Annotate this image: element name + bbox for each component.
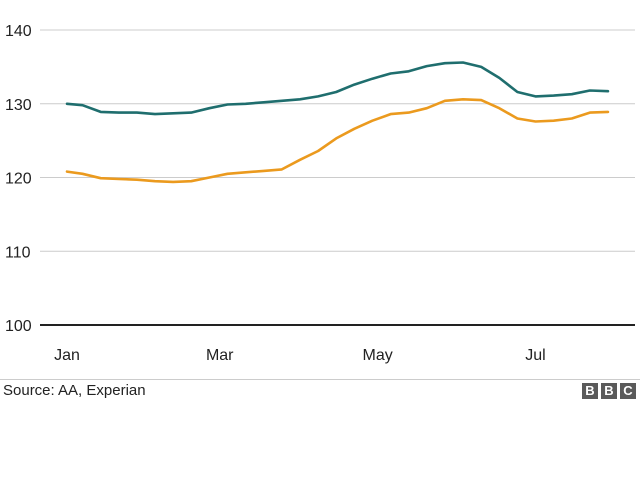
y-tick-label: 100 (5, 318, 32, 335)
series-lines (65, 61, 610, 184)
y-tick-label: 140 (5, 23, 32, 40)
line-chart: 100 110 120 130 140 Jan Mar May Jul (5, 23, 635, 364)
y-tick-label: 130 (5, 97, 32, 114)
bbc-logo: B B C (582, 383, 636, 399)
bbc-logo-letter-3: C (620, 383, 636, 399)
bbc-logo-letter-2: B (601, 383, 617, 399)
footer-divider (0, 379, 640, 380)
x-tick-label: Mar (206, 347, 234, 364)
series-line-2 (65, 98, 610, 184)
x-tick-label: May (363, 347, 393, 364)
y-tick-label: 120 (5, 171, 32, 188)
series-line-1 (65, 61, 610, 116)
y-tick-label: 110 (5, 244, 31, 261)
bbc-logo-letter-1: B (582, 383, 598, 399)
y-axis-gridlines (40, 29, 635, 326)
source-note: Source: AA, Experian (3, 382, 146, 399)
y-axis-tick-labels: 100 110 120 130 140 (5, 23, 32, 335)
x-tick-label: Jul (525, 347, 545, 364)
x-axis-tick-labels: Jan Mar May Jul (54, 347, 546, 364)
x-tick-label: Jan (54, 347, 80, 364)
